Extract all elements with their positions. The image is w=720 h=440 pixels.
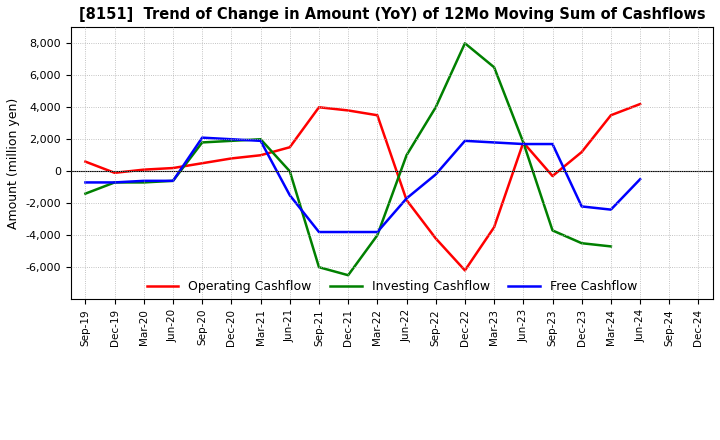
Investing Cashflow bbox=[227, 138, 235, 143]
Investing Cashflow bbox=[198, 140, 207, 145]
Operating Cashflow bbox=[227, 156, 235, 161]
Operating Cashflow bbox=[373, 113, 382, 118]
Investing Cashflow bbox=[140, 180, 148, 185]
Operating Cashflow bbox=[431, 236, 440, 241]
Investing Cashflow bbox=[577, 241, 586, 246]
Operating Cashflow bbox=[402, 198, 411, 203]
Free Cashflow bbox=[81, 180, 90, 185]
Free Cashflow bbox=[256, 138, 265, 143]
Operating Cashflow bbox=[548, 173, 557, 179]
Operating Cashflow bbox=[490, 224, 498, 230]
Operating Cashflow bbox=[577, 150, 586, 155]
Investing Cashflow bbox=[344, 272, 353, 278]
Line: Operating Cashflow: Operating Cashflow bbox=[86, 104, 640, 271]
Investing Cashflow bbox=[256, 136, 265, 142]
Free Cashflow bbox=[461, 138, 469, 143]
Operating Cashflow bbox=[519, 140, 528, 145]
Line: Free Cashflow: Free Cashflow bbox=[86, 138, 640, 232]
Free Cashflow bbox=[168, 178, 177, 183]
Operating Cashflow bbox=[256, 153, 265, 158]
Operating Cashflow bbox=[110, 170, 119, 176]
Free Cashflow bbox=[577, 204, 586, 209]
Investing Cashflow bbox=[168, 178, 177, 183]
Free Cashflow bbox=[315, 229, 323, 235]
Free Cashflow bbox=[227, 136, 235, 142]
Free Cashflow bbox=[636, 176, 644, 182]
Investing Cashflow bbox=[519, 140, 528, 145]
Investing Cashflow bbox=[402, 153, 411, 158]
Investing Cashflow bbox=[285, 169, 294, 174]
Operating Cashflow bbox=[344, 108, 353, 113]
Free Cashflow bbox=[285, 193, 294, 198]
Free Cashflow bbox=[548, 141, 557, 147]
Line: Investing Cashflow: Investing Cashflow bbox=[86, 43, 611, 275]
Operating Cashflow bbox=[461, 268, 469, 273]
Investing Cashflow bbox=[373, 233, 382, 238]
Free Cashflow bbox=[198, 135, 207, 140]
Investing Cashflow bbox=[431, 105, 440, 110]
Free Cashflow bbox=[490, 140, 498, 145]
Investing Cashflow bbox=[461, 40, 469, 46]
Free Cashflow bbox=[110, 180, 119, 185]
Investing Cashflow bbox=[315, 264, 323, 270]
Operating Cashflow bbox=[636, 101, 644, 106]
Operating Cashflow bbox=[140, 167, 148, 172]
Investing Cashflow bbox=[490, 65, 498, 70]
Operating Cashflow bbox=[285, 145, 294, 150]
Investing Cashflow bbox=[110, 180, 119, 185]
Free Cashflow bbox=[402, 196, 411, 201]
Investing Cashflow bbox=[81, 191, 90, 196]
Free Cashflow bbox=[344, 229, 353, 235]
Operating Cashflow bbox=[81, 159, 90, 164]
Free Cashflow bbox=[431, 172, 440, 177]
Free Cashflow bbox=[140, 178, 148, 183]
Investing Cashflow bbox=[606, 244, 615, 249]
Title: [8151]  Trend of Change in Amount (YoY) of 12Mo Moving Sum of Cashflows: [8151] Trend of Change in Amount (YoY) o… bbox=[78, 7, 706, 22]
Operating Cashflow bbox=[198, 161, 207, 166]
Operating Cashflow bbox=[168, 165, 177, 171]
Free Cashflow bbox=[606, 207, 615, 212]
Free Cashflow bbox=[373, 229, 382, 235]
Investing Cashflow bbox=[548, 228, 557, 233]
Operating Cashflow bbox=[606, 113, 615, 118]
Legend: Operating Cashflow, Investing Cashflow, Free Cashflow: Operating Cashflow, Investing Cashflow, … bbox=[142, 275, 642, 298]
Y-axis label: Amount (million yen): Amount (million yen) bbox=[7, 98, 20, 229]
Operating Cashflow bbox=[315, 105, 323, 110]
Free Cashflow bbox=[519, 141, 528, 147]
